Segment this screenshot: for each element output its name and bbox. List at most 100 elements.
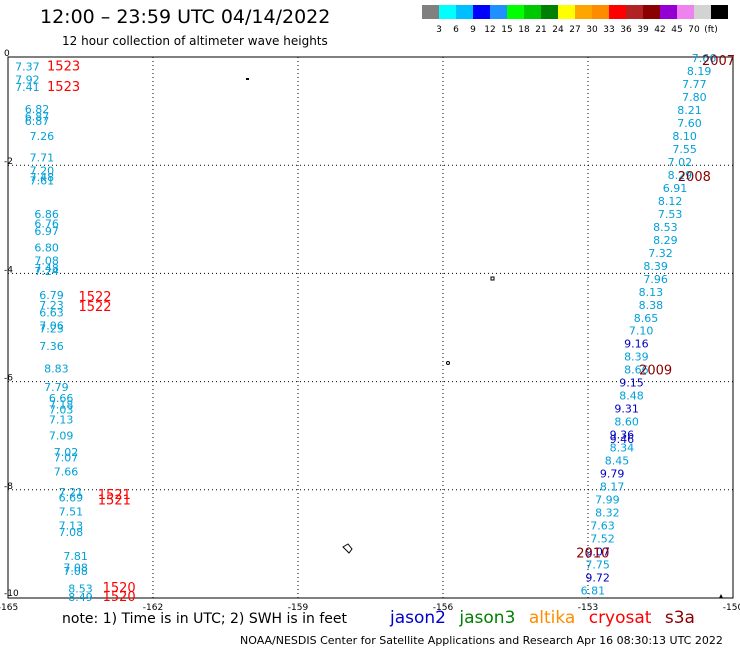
wave-height-value: 8.38 <box>639 299 664 312</box>
x-tick-label: -159 <box>288 603 309 613</box>
wave-height-value: 7.09 <box>49 430 74 443</box>
wave-height-value: 6.87 <box>25 111 50 124</box>
x-tick-label: -156 <box>433 603 454 613</box>
wave-height-value: 8.12 <box>658 195 683 208</box>
wave-height-value: 7.96 <box>643 273 668 286</box>
wave-height-value: 9.07 <box>585 545 610 558</box>
wave-height-value: 7.02 <box>54 446 79 459</box>
wave-height-value: 8.53 <box>68 582 93 595</box>
wave-height-value: 8.19 <box>687 65 712 78</box>
wave-height-value: 7.06 <box>39 319 64 332</box>
colorbar-swatch <box>541 5 558 19</box>
colorbar-label: 27 <box>569 25 580 35</box>
wave-height-value: 6.69 <box>59 491 84 504</box>
wave-height-value: 8.48 <box>619 390 644 403</box>
time-annotation: 2010 <box>576 547 609 562</box>
time-annotation: 1521 <box>98 494 131 509</box>
wave-height-value: 8.32 <box>595 507 620 520</box>
colorbar-label: 33 <box>603 25 614 35</box>
wave-height-value: 8.29 <box>668 169 693 182</box>
colorbar-label: (ft) <box>704 25 718 35</box>
wave-height-value: 7.80 <box>682 91 707 104</box>
wave-height-value: 7.55 <box>672 143 697 156</box>
colorbar-swatch <box>694 5 711 19</box>
colorbar-label: 6 <box>453 25 459 35</box>
colorbar-swatch <box>677 5 694 19</box>
colorbar-swatch <box>439 5 456 19</box>
time-annotation: 1523 <box>47 80 80 95</box>
colorbar-swatch <box>643 5 660 19</box>
wave-height-value: 7.66 <box>54 465 79 478</box>
colorbar-swatch <box>711 5 728 19</box>
wave-height-value: 9.79 <box>600 468 625 481</box>
colorbar-label: 70 <box>688 25 700 35</box>
wave-height-value: 8.60 <box>614 416 639 429</box>
wave-height-value: 7.02 <box>668 156 693 169</box>
wave-height-value: 7.41 <box>15 81 40 94</box>
colorbar-label: 45 <box>671 25 682 35</box>
wave-height-value: 7.36 <box>39 340 64 353</box>
wave-height-value: 7.79 <box>44 381 69 394</box>
x-tick-label: -162 <box>143 603 163 613</box>
colorbar-swatch <box>524 5 541 19</box>
wave-height-value: 7.53 <box>658 208 683 221</box>
chart-title: 12:00 – 23:59 UTC 04/14/2022 <box>40 6 331 28</box>
wave-height-value: 7.32 <box>648 247 673 260</box>
wave-height-value: 7.24 <box>34 265 59 278</box>
wave-height-value: 7.61 <box>30 174 55 187</box>
wave-height-value: 6.87 <box>25 115 50 128</box>
wave-height-value: 8.39 <box>624 351 649 364</box>
colorbar-swatch <box>507 5 524 19</box>
wave-height-value: 8.29 <box>653 234 678 247</box>
wave-height-value: 8.10 <box>672 130 697 143</box>
colorbar-label: 9 <box>470 25 476 35</box>
time-annotation: 1521 <box>98 488 131 503</box>
colorbar-label: 24 <box>552 25 564 35</box>
colorbar-swatch <box>626 5 643 19</box>
wave-height-value: 9.36 <box>610 429 635 442</box>
wave-height-value: 7.48 <box>34 262 59 275</box>
time-annotation: 2009 <box>639 364 672 379</box>
wave-height-value: 8.45 <box>605 455 630 468</box>
colorbar-label: 15 <box>501 25 512 35</box>
chart-subtitle: 12 hour collection of altimeter wave hei… <box>62 34 328 48</box>
colorbar-label: 36 <box>620 25 632 35</box>
island-outline <box>490 276 495 281</box>
wave-height-value: 7.18 <box>49 398 74 411</box>
credit-line: NOAA/NESDIS Center for Satellite Applica… <box>240 634 723 647</box>
wave-height-value: 8.65 <box>634 312 659 325</box>
wave-height-value: 8.66 <box>624 364 649 377</box>
colorbar-swatch <box>575 5 592 19</box>
wave-height-value: 7.63 <box>590 520 615 533</box>
wave-height-value: 8.34 <box>610 442 635 455</box>
wave-height-value: 8.13 <box>639 286 664 299</box>
wave-height-value: 7.92 <box>15 74 40 87</box>
time-annotation: 1523 <box>47 60 80 75</box>
colorbar-label: 30 <box>586 25 598 35</box>
colorbar-swatch <box>490 5 507 19</box>
plot-frame <box>7 56 734 599</box>
legend-item-jason3: jason3 <box>459 608 516 628</box>
colorbar-label: 3 <box>436 25 442 35</box>
wave-height-value: 7.66 <box>692 52 717 65</box>
wave-height-value: 7.37 <box>15 61 40 74</box>
wave-height-value: 7.23 <box>39 299 64 312</box>
wave-height-value: 6.76 <box>34 218 59 231</box>
time-annotation: 1520 <box>103 590 136 605</box>
wave-height-value: 7.60 <box>677 117 702 130</box>
wave-height-value: 6.80 <box>34 241 59 254</box>
colorbar-label: 39 <box>637 25 649 35</box>
wave-height-value: 6.86 <box>34 208 59 221</box>
wave-height-value: 8.53 <box>653 221 678 234</box>
y-tick-label: 0 <box>4 49 10 59</box>
wave-height-value: 7.10 <box>629 325 654 338</box>
wave-height-value: 9.31 <box>614 403 639 416</box>
colorbar-swatch <box>592 5 609 19</box>
wave-height-value: 7.13 <box>49 413 74 426</box>
y-tick-label: -2 <box>4 157 13 167</box>
y-tick-label: -6 <box>4 374 13 384</box>
colorbar-swatch <box>422 5 439 19</box>
wave-height-value: 7.21 <box>59 486 84 499</box>
colorbar-swatch <box>558 5 575 19</box>
